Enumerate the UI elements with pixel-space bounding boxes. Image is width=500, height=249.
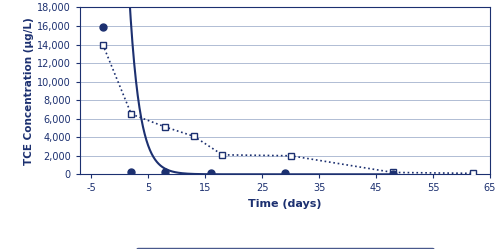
Y-axis label: TCE Concentration (μg/L): TCE Concentration (μg/L) (24, 17, 34, 165)
X-axis label: Time (days): Time (days) (248, 199, 322, 209)
Legend: injection well, 22 feet from injection well: injection well, 22 feet from injection w… (136, 248, 434, 249)
